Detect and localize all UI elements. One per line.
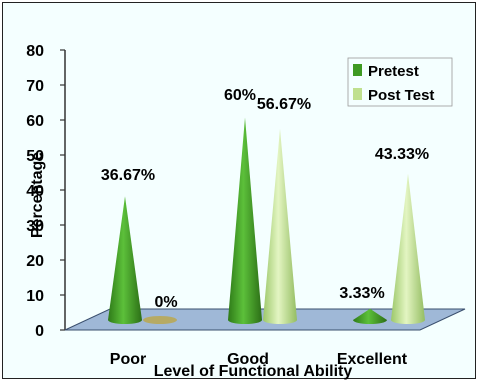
y-tick-label: 40 bbox=[26, 183, 44, 200]
data-label-posttest: 43.33% bbox=[375, 146, 429, 163]
y-tick-label: 0 bbox=[35, 323, 44, 340]
legend-box bbox=[347, 57, 453, 107]
data-labels: 36.67% 0% 60%56.67% 3.33% 43.33% bbox=[101, 87, 429, 311]
category-label: Excellent bbox=[337, 351, 408, 368]
y-tick-label: 60 bbox=[26, 113, 44, 130]
cone-pretest bbox=[108, 196, 142, 324]
data-label-posttest: 0% bbox=[154, 294, 177, 311]
data-label-pretest: 60% bbox=[224, 87, 256, 104]
y-tick-label: 30 bbox=[26, 218, 44, 235]
category-labels: Poor Good Excellent bbox=[110, 351, 408, 368]
data-label-posttest: 56.67% bbox=[257, 96, 311, 113]
y-tick-label: 70 bbox=[26, 78, 44, 95]
data-label-pretest: 36.67% bbox=[101, 167, 155, 184]
y-tick-label: 20 bbox=[26, 253, 44, 270]
cone-posttest bbox=[391, 173, 425, 324]
category-label: Poor bbox=[110, 351, 146, 368]
cone-pretest bbox=[228, 117, 262, 324]
chart-cones bbox=[108, 117, 425, 324]
x-axis-title: Level of Functional Ability bbox=[154, 363, 353, 380]
cone-posttest bbox=[143, 316, 177, 324]
y-tick-label: 80 bbox=[26, 43, 44, 60]
y-tick-labels: 0 10 20 30 40 50 60 70 80 bbox=[26, 43, 65, 340]
y-tick-label: 10 bbox=[26, 288, 44, 305]
y-axis-title: Percentage bbox=[29, 152, 46, 238]
cone-pretest bbox=[353, 308, 387, 324]
data-label-pretest: 3.33% bbox=[339, 285, 384, 302]
cone-posttest bbox=[263, 128, 297, 324]
y-tick-label: 50 bbox=[26, 148, 44, 165]
legend-label-posttest: Post Test bbox=[368, 87, 434, 104]
category-label: Good bbox=[227, 351, 269, 368]
legend-swatch-pretest bbox=[353, 64, 362, 76]
legend-swatch-posttest bbox=[353, 88, 362, 100]
legend-label-pretest: Pretest bbox=[368, 63, 419, 80]
legend: Pretest Post Test bbox=[347, 57, 453, 107]
